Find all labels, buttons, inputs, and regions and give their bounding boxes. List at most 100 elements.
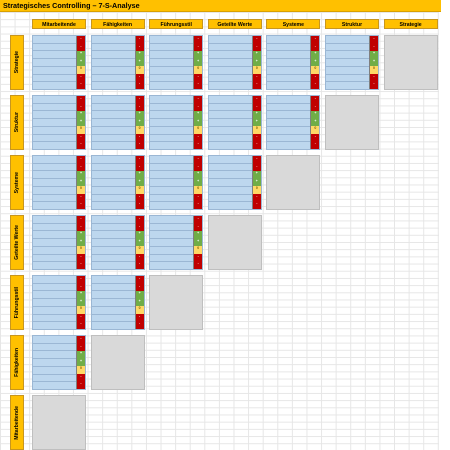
note-line[interactable] [92,322,135,329]
note-line[interactable] [267,51,311,60]
matrix-cell[interactable]: - - + +0- - [325,35,379,90]
note-line[interactable] [91,276,135,284]
note-line[interactable] [91,104,135,112]
notes-area[interactable] [33,36,76,89]
notes-area[interactable] [208,96,252,149]
note-line[interactable] [150,171,194,180]
note-line[interactable] [91,36,135,44]
note-line[interactable] [150,156,194,164]
matrix-cell[interactable]: - - + +0- - [149,95,204,150]
note-line[interactable] [33,359,76,367]
note-line[interactable] [150,135,194,143]
notes-area[interactable] [33,336,76,389]
note-line[interactable] [33,375,76,383]
note-line[interactable] [267,111,311,120]
note-line[interactable] [150,195,194,203]
note-line[interactable] [33,164,76,172]
note-line[interactable] [33,59,76,67]
matrix-cell[interactable]: - - + +0- - [149,215,204,270]
note-line[interactable] [208,164,252,172]
note-line[interactable] [33,336,76,344]
note-line[interactable] [91,187,135,195]
note-line[interactable] [33,187,76,195]
note-line[interactable] [33,135,76,143]
note-line[interactable] [33,171,76,180]
note-line[interactable] [150,104,194,112]
note-line[interactable] [91,59,135,67]
matrix-cell[interactable]: - - + +0- - [207,95,262,150]
note-line[interactable] [91,195,135,203]
notes-area[interactable] [150,96,194,149]
note-line[interactable] [326,59,369,67]
note-line[interactable] [326,75,369,83]
note-line[interactable] [150,67,194,75]
note-line[interactable] [91,291,135,300]
note-line[interactable] [267,119,311,127]
notes-area[interactable] [267,36,311,89]
note-line[interactable] [33,307,76,315]
matrix-cell[interactable]: - - + +0- - [32,35,86,90]
note-line[interactable] [33,127,76,135]
note-line[interactable] [208,187,252,195]
note-line[interactable] [150,255,194,263]
note-line[interactable] [33,351,76,360]
note-line[interactable] [91,127,135,135]
note-line[interactable] [91,255,135,263]
note-line[interactable] [33,247,76,255]
note-line[interactable] [326,67,369,75]
matrix-cell[interactable]: - - + +0- - [90,35,145,90]
note-line[interactable] [150,96,194,104]
note-line[interactable] [33,142,76,149]
note-line[interactable] [91,119,135,127]
note-line[interactable] [150,187,194,195]
note-line[interactable] [150,44,194,52]
note-line[interactable] [33,202,76,209]
notes-area[interactable] [33,96,76,149]
note-line[interactable] [33,276,76,284]
note-line[interactable] [150,82,193,89]
note-line[interactable] [267,75,311,83]
note-line[interactable] [267,135,311,143]
note-line[interactable] [208,119,252,127]
matrix-cell[interactable]: - - + +0- - [32,155,86,210]
note-line[interactable] [150,247,194,255]
notes-area[interactable] [33,216,76,269]
note-line[interactable] [150,179,194,187]
note-line[interactable] [92,142,135,149]
note-line[interactable] [33,382,76,389]
note-line[interactable] [33,262,76,269]
note-line[interactable] [33,284,76,292]
matrix-cell[interactable]: - - + +0- - [149,35,204,90]
matrix-cell[interactable]: - - + +0- - [32,95,86,150]
note-line[interactable] [150,202,193,209]
note-line[interactable] [92,82,135,89]
matrix-cell[interactable]: - - + +0- - [207,35,262,90]
note-line[interactable] [33,315,76,323]
note-line[interactable] [209,142,252,149]
note-line[interactable] [91,171,135,180]
matrix-cell[interactable]: - - + +0- - [90,215,145,270]
note-line[interactable] [150,142,193,149]
note-line[interactable] [267,96,311,104]
note-line[interactable] [91,67,135,75]
notes-area[interactable] [91,36,135,89]
note-line[interactable] [209,82,252,89]
note-line[interactable] [33,36,76,44]
note-line[interactable] [33,51,76,60]
note-line[interactable] [33,179,76,187]
notes-area[interactable] [326,36,369,89]
note-line[interactable] [33,82,76,89]
note-line[interactable] [33,224,76,232]
note-line[interactable] [208,111,252,120]
note-line[interactable] [91,247,135,255]
notes-area[interactable] [208,36,252,89]
note-line[interactable] [208,96,252,104]
note-line[interactable] [92,202,135,209]
notes-area[interactable] [33,276,76,329]
note-line[interactable] [33,195,76,203]
notes-area[interactable] [33,156,76,209]
matrix-cell[interactable]: - - + +0- - [266,35,321,90]
note-line[interactable] [91,44,135,52]
note-line[interactable] [33,119,76,127]
matrix-cell[interactable]: - - + +0- - [90,155,145,210]
